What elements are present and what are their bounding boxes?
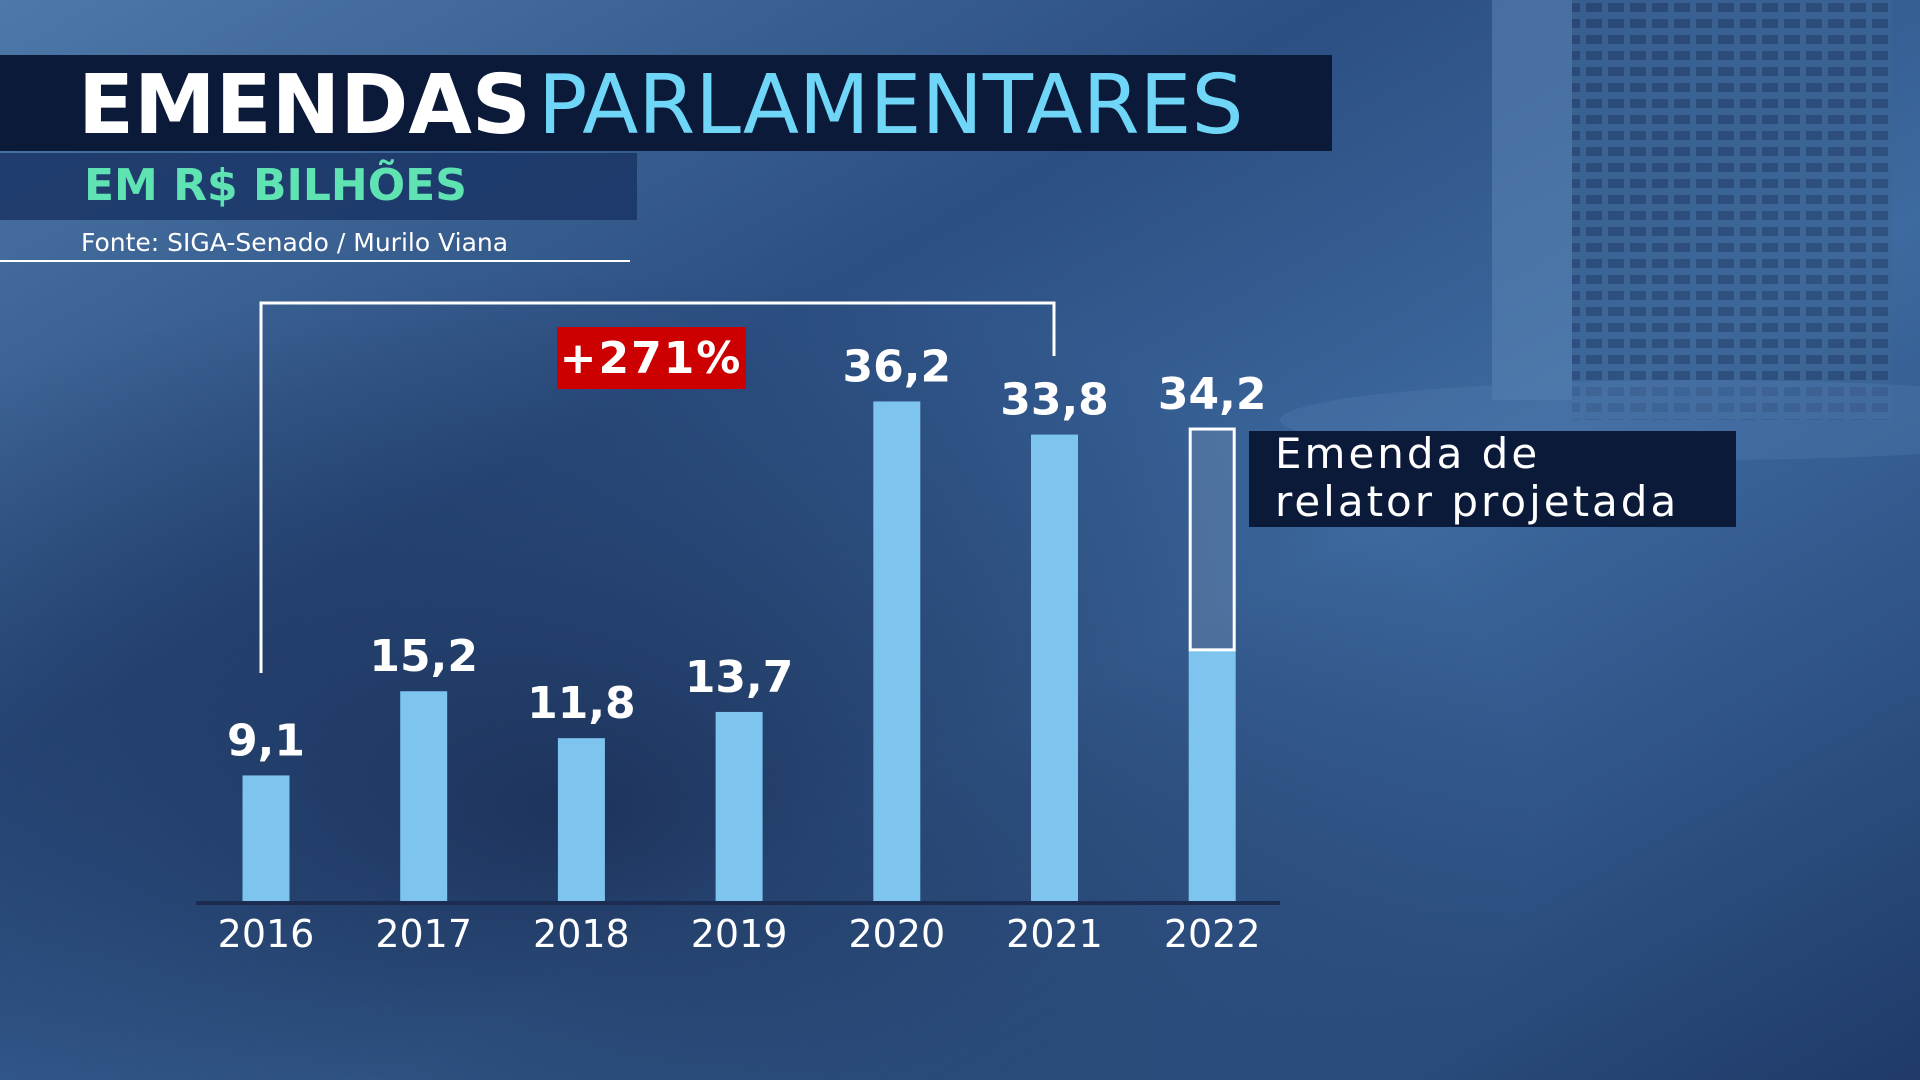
x-tick-label: 2020 [848,912,945,956]
legend-line: Emenda de [1275,429,1540,478]
x-tick-label: 2018 [533,912,630,956]
bar [1188,649,1236,901]
bracket [259,301,1056,673]
bar [242,775,290,901]
x-tick-label: 2021 [1006,912,1103,956]
legend-label: Emenda de relator projetada [1275,429,1679,526]
x-tick-label: 2019 [691,912,788,956]
value-label: 34,2 [1158,369,1267,420]
plot: 2016 9,1 2017 15,2 2018 11,8 2019 13,7 2020 36,2 2… [218,341,1267,956]
value-label: 13,7 [685,652,794,703]
source: Fonte: SIGA-Senado / Murilo Viana [81,228,508,257]
bar [873,401,921,901]
annotation-box [557,327,746,389]
bar [557,738,605,901]
title-bar [0,55,1332,151]
chart-title: EMENDAS [78,58,531,153]
x-tick-label: 2022 [1164,912,1261,956]
value-label: 33,8 [1000,375,1109,426]
subtitle-bar [0,153,637,220]
bar-projected [1188,427,1236,652]
value-label: 9,1 [227,715,305,766]
bar [715,711,763,901]
chart-title-highlight: PARLAMENTARES [538,58,1244,153]
value-label: 11,8 [527,678,636,729]
legend-box [1249,431,1736,527]
annotation: +271% [560,333,743,384]
value-label: 15,2 [369,631,478,682]
x-tick-label: 2017 [375,912,472,956]
x-tick-label: 2016 [218,912,315,956]
subtitle: EM R$ BILHÕES [84,158,467,211]
bar [1031,434,1078,901]
legend-line: relator projetada [1275,477,1679,526]
bar [400,691,448,901]
value-label: 36,2 [843,341,952,392]
